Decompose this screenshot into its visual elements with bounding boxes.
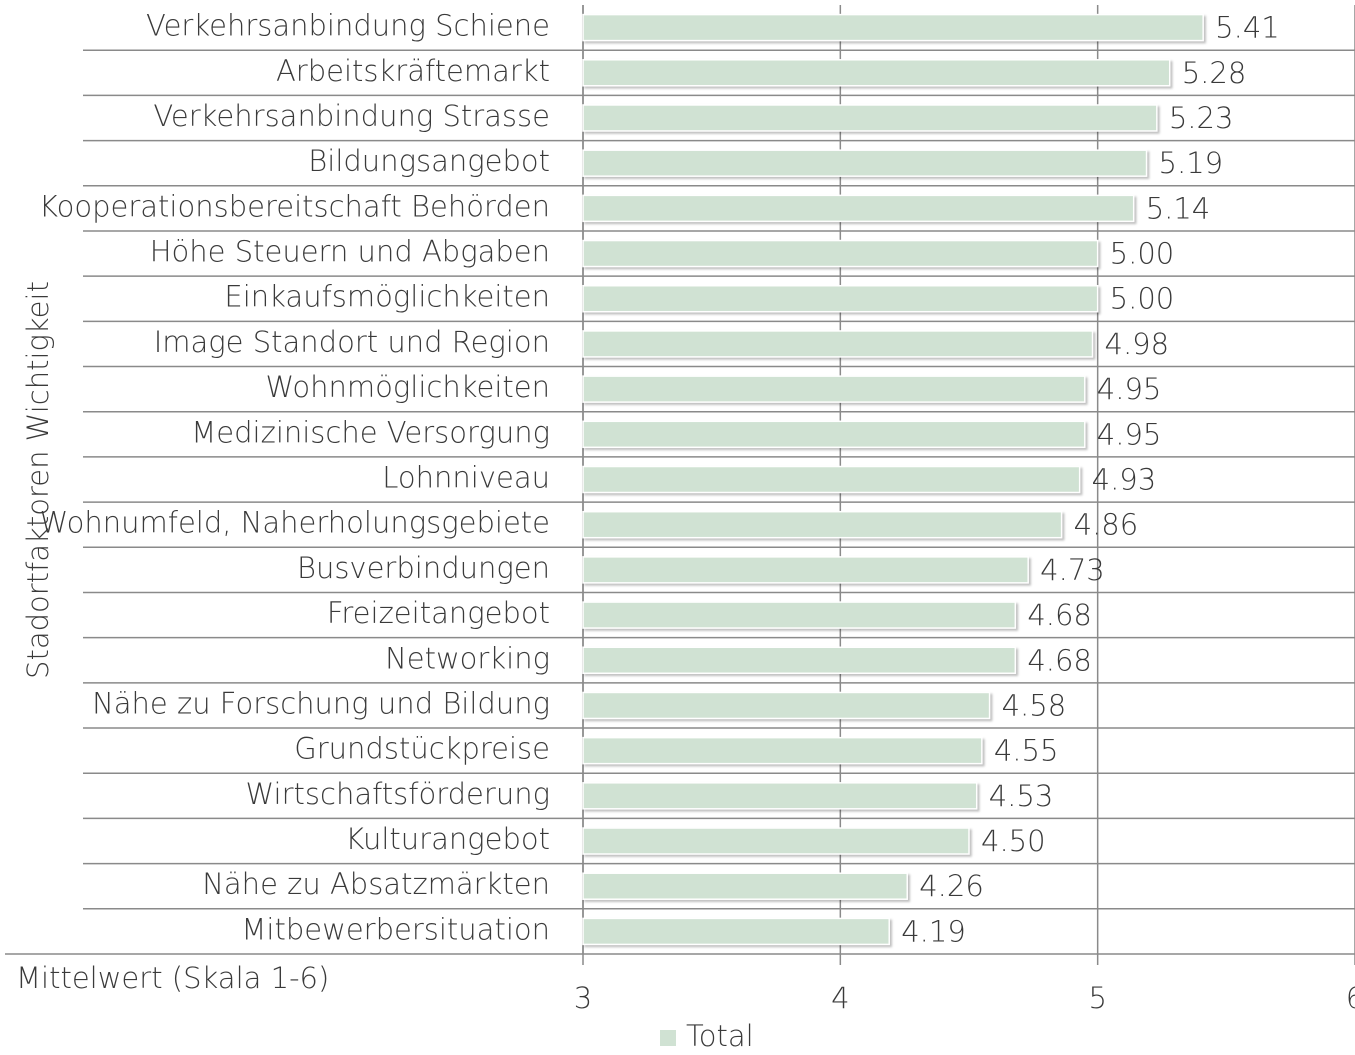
y-tick-label: Wohnmöglichkeiten — [265, 370, 550, 404]
data-label: 5.28 — [1182, 56, 1247, 90]
y-tick-label: Höhe Steuern und Abgaben — [150, 235, 550, 269]
bar — [582, 872, 908, 900]
y-tick-label: Medizinische Versorgung — [191, 415, 550, 449]
y-tick-label: Nähe zu Absatzmärkten — [202, 867, 550, 901]
y-tick-label: Kooperationsbereitschaft Behörden — [39, 189, 550, 223]
bar — [582, 827, 970, 855]
x-tick-label: 3 — [574, 981, 592, 1015]
y-tick-label: Grundstückpreise — [294, 732, 550, 766]
data-label: 4.50 — [981, 824, 1046, 858]
bar — [582, 104, 1158, 132]
y-tick-label: Mitbewerbersituation — [241, 912, 550, 946]
data-label: 4.98 — [1105, 327, 1170, 361]
bar — [582, 330, 1094, 358]
bar — [582, 465, 1081, 494]
data-label: 5.00 — [1110, 282, 1175, 316]
data-label: 4.68 — [1027, 643, 1092, 677]
y-tick-label: Wirtschaftsförderung — [246, 777, 550, 811]
bar — [582, 691, 991, 720]
y-tick-label: Lohnniveau — [382, 461, 550, 495]
data-label: 5.14 — [1146, 191, 1211, 225]
y-tick-label: Bildungsangebot — [308, 144, 550, 178]
bar — [582, 194, 1135, 223]
data-label: 4.68 — [1027, 598, 1092, 632]
y-tick-label: Networking — [385, 641, 550, 675]
y-tick-label: Freizeitangebot — [327, 596, 550, 630]
data-label: 4.53 — [989, 779, 1054, 813]
bar — [582, 149, 1148, 177]
bar — [582, 782, 978, 810]
data-label: 5.19 — [1159, 146, 1224, 180]
bar — [582, 375, 1086, 403]
legend-swatch — [660, 1030, 676, 1046]
bar — [582, 13, 1204, 42]
bar — [582, 556, 1029, 584]
y-tick-label: Einkaufsmöglichkeiten — [224, 280, 550, 314]
legend-label: Total — [686, 1019, 754, 1051]
bar — [582, 646, 1017, 675]
y-axis-label: Stadortfaktoren Wichtigkeit — [21, 281, 55, 679]
data-label: 4.55 — [994, 734, 1059, 768]
bar — [582, 601, 1017, 629]
bar — [582, 420, 1086, 449]
bar — [582, 917, 890, 946]
x-tick-label: 4 — [831, 981, 849, 1015]
y-tick-label: Verkehrsanbindung Schiene — [146, 9, 550, 43]
y-tick-label: Wohnumfeld, Naherholungsgebiete — [40, 506, 550, 540]
bar — [582, 59, 1171, 87]
bar — [582, 736, 983, 765]
bar — [582, 239, 1099, 268]
y-tick-label: Verkehrsanbindung Strasse — [153, 99, 550, 133]
y-tick-label: Nähe zu Forschung und Bildung — [92, 686, 550, 720]
x-tick-label: 6 — [1346, 981, 1355, 1015]
data-label: 4.86 — [1074, 508, 1139, 542]
x-axis-label: Mittelwert (Skala 1-6) — [16, 961, 329, 995]
data-label: 5.00 — [1110, 237, 1175, 271]
data-label: 4.58 — [1002, 688, 1067, 722]
data-label: 4.93 — [1092, 463, 1157, 497]
y-tick-label: Image Standort und Region — [154, 325, 550, 359]
y-tick-label: Arbeitskräftemarkt — [276, 54, 550, 88]
y-tick-label: Busverbindungen — [297, 551, 550, 585]
x-tick-label: 5 — [1088, 981, 1106, 1015]
data-label: 5.41 — [1215, 11, 1280, 45]
data-label: 4.95 — [1097, 417, 1162, 451]
bar — [582, 284, 1099, 313]
data-label: 4.26 — [919, 869, 984, 903]
y-tick-label: Kulturangebot — [345, 822, 550, 856]
data-label: 4.19 — [901, 914, 966, 948]
data-label: 4.73 — [1040, 553, 1105, 587]
data-label: 5.23 — [1169, 101, 1234, 135]
data-label: 4.95 — [1097, 372, 1162, 406]
bar — [582, 510, 1063, 539]
